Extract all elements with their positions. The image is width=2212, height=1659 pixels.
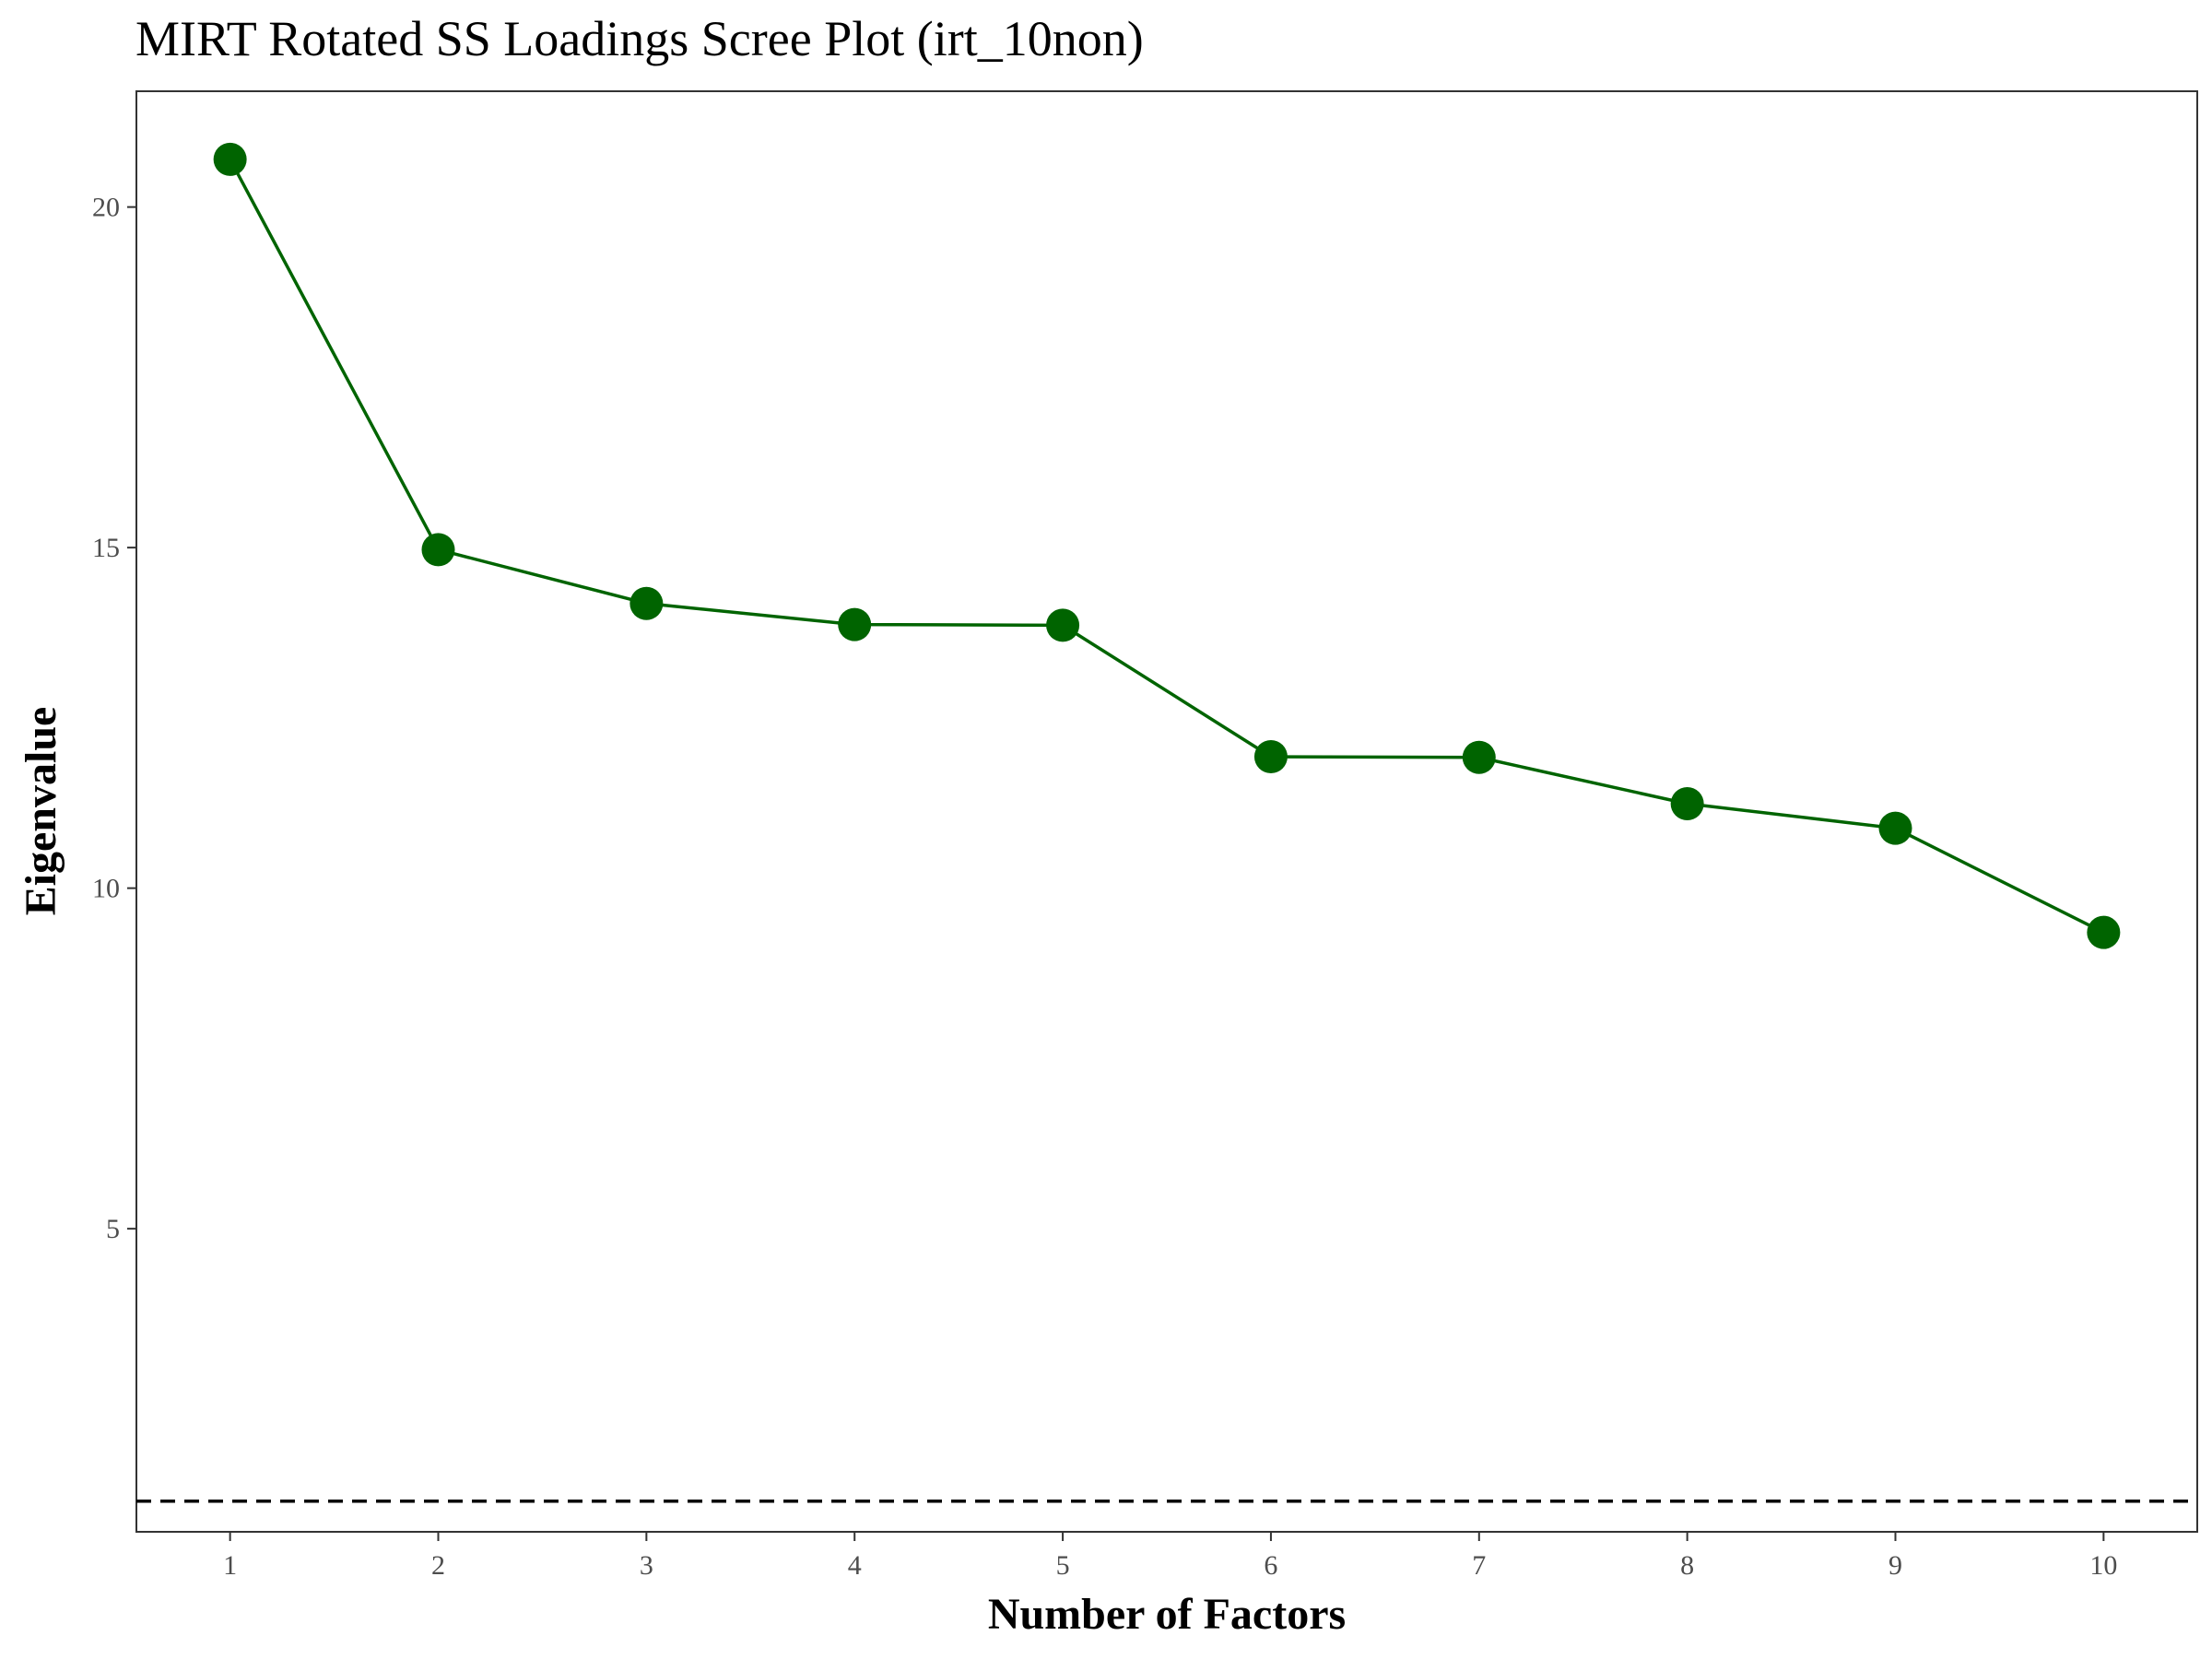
data-point xyxy=(2087,915,2121,949)
x-tick-label: 4 xyxy=(848,1550,862,1581)
x-axis-title: Number of Factors xyxy=(988,1590,1346,1639)
data-point xyxy=(1462,740,1496,774)
data-point xyxy=(1253,740,1288,774)
series-layer xyxy=(213,142,2121,949)
data-point xyxy=(1878,811,1912,845)
x-tick-label: 3 xyxy=(640,1550,653,1581)
y-axis: 5 10 15 20 xyxy=(92,193,136,1244)
x-axis: 1 2 3 4 5 6 7 8 9 10 xyxy=(223,1532,2117,1581)
data-point xyxy=(1046,608,1080,642)
x-tick-label: 1 xyxy=(223,1550,237,1581)
data-point xyxy=(1670,787,1704,821)
chart-title: MIRT Rotated SS Loadings Scree Plot (irt… xyxy=(135,11,1144,66)
x-tick-label: 8 xyxy=(1680,1550,1694,1581)
x-tick-label: 6 xyxy=(1264,1550,1277,1581)
y-axis-title: Eigenvalue xyxy=(17,707,65,916)
data-point xyxy=(629,586,664,620)
data-point xyxy=(213,142,247,176)
x-tick-label: 7 xyxy=(1472,1550,1486,1581)
y-tick-label: 5 xyxy=(106,1214,120,1244)
y-tick-label: 15 xyxy=(92,533,120,563)
data-point xyxy=(421,533,455,567)
y-tick-label: 10 xyxy=(92,874,120,904)
x-tick-label: 9 xyxy=(1888,1550,1902,1581)
data-point xyxy=(838,607,872,641)
x-tick-label: 5 xyxy=(1056,1550,1070,1581)
y-tick-label: 20 xyxy=(92,193,120,223)
x-tick-label: 10 xyxy=(2089,1550,2117,1581)
x-tick-label: 2 xyxy=(431,1550,445,1581)
series-line xyxy=(229,159,2105,935)
plot-panel xyxy=(135,90,2198,1533)
